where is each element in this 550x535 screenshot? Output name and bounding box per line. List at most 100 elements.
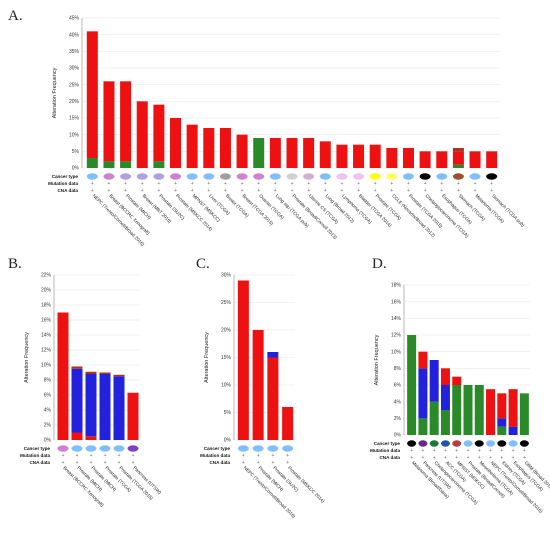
cancer-type-dot — [452, 173, 464, 180]
mutation-data-mark: + — [478, 448, 481, 453]
bar-segment — [85, 371, 97, 374]
cna-data-mark: + — [410, 455, 413, 460]
row-label: CNA data — [57, 188, 78, 193]
panel-label: B. — [8, 256, 22, 272]
cancer-type-dot — [486, 173, 498, 180]
panel-label: C. — [196, 256, 210, 272]
cna-data-mark: + — [478, 455, 481, 460]
panel-d: D. 0% 2% 4% 6% 8% 10% 12% 14% 16% 18% Alteration Fr… — [370, 256, 550, 514]
bar-segment — [103, 161, 115, 168]
cancer-type-dot — [153, 173, 165, 180]
cancer-type-dot — [136, 173, 148, 180]
category-label: Lymphoma (TCGA) — [341, 193, 373, 225]
row-label: Mutation data — [20, 453, 50, 458]
y-tick-label: 35% — [69, 49, 80, 55]
mutation-data-mark: + — [357, 181, 360, 186]
category-label: Melanoma (TCGA) — [474, 193, 505, 224]
y-tick-label: 10% — [69, 132, 80, 138]
mutation-data-mark: + — [455, 448, 458, 453]
mutation-data-mark: + — [523, 448, 526, 453]
bar-segment — [269, 138, 281, 168]
mutation-data-mark: + — [390, 181, 393, 186]
cna-data-mark: + — [421, 455, 424, 460]
bar-segment — [99, 374, 111, 440]
cna-data-mark: + — [91, 188, 94, 193]
y-tick-label: 2% — [394, 416, 402, 422]
y-tick-label: 6% — [44, 393, 52, 399]
bar-segment — [153, 161, 165, 168]
bar-segment — [519, 393, 529, 435]
category-label: Uterine CS (TCGA) — [308, 193, 340, 225]
cna-data-mark: + — [444, 455, 447, 460]
panel-label: D. — [372, 256, 387, 272]
cancer-type-dot — [418, 440, 428, 447]
bar-segment — [86, 158, 98, 168]
bar-segment — [170, 118, 182, 168]
row-label: Cancer type — [374, 441, 401, 446]
cancer-type-dot — [369, 173, 381, 180]
bar-segment — [113, 374, 125, 377]
cancer-type-dot — [353, 173, 365, 180]
cancer-type-dot — [236, 173, 248, 180]
cancer-type-dot — [286, 173, 298, 180]
bar-segment — [282, 407, 294, 440]
cna-data-mark: + — [207, 188, 210, 193]
cna-data-mark: + — [257, 188, 260, 193]
bar-segment — [267, 357, 279, 440]
bar-segment — [436, 151, 448, 168]
cna-data-mark: + — [433, 455, 436, 460]
cna-data-mark: + — [457, 188, 460, 193]
bar-segment — [267, 352, 279, 358]
mutation-data-mark: + — [407, 181, 410, 186]
cancer-type-dot — [440, 440, 450, 447]
cna-data-mark: + — [61, 460, 64, 465]
cancer-type-dot — [386, 173, 398, 180]
mutation-data-mark: + — [274, 181, 277, 186]
row-label: Mutation data — [370, 448, 400, 453]
cna-data-mark: + — [240, 188, 243, 193]
mutation-data-mark: + — [340, 181, 343, 186]
cna-data-mark: + — [75, 460, 78, 465]
bar-segment — [429, 360, 439, 402]
cancer-type-dot — [103, 173, 115, 180]
mutation-data-mark: + — [440, 181, 443, 186]
cna-data-mark: + — [256, 460, 259, 465]
cna-data-mark: + — [157, 188, 160, 193]
mutation-data-mark: + — [290, 181, 293, 186]
mutation-data-mark: + — [224, 181, 227, 186]
bar-segment — [452, 376, 462, 385]
y-tick-label: 10% — [391, 349, 402, 355]
y-tick-label: 12% — [41, 348, 52, 354]
y-tick-label: 12% — [391, 333, 402, 339]
mutation-data-mark: + — [457, 181, 460, 186]
y-axis-label: Alteration Frequency — [204, 332, 210, 383]
panel-label: A. — [8, 8, 23, 24]
bar-segment — [99, 372, 111, 374]
cna-data-mark: + — [274, 188, 277, 193]
cna-data-mark: + — [190, 188, 193, 193]
mutation-data-mark: + — [103, 453, 106, 458]
cna-data-mark: + — [174, 188, 177, 193]
y-tick-label: 5% — [72, 149, 80, 155]
panel-a: A. 0% 5% 10% 15% 20% 25% 30% 35% 40% 45% Alteration… — [8, 8, 526, 247]
y-tick-label: 10% — [41, 363, 52, 369]
cancer-type-dot — [402, 173, 414, 180]
bar-segment — [469, 151, 481, 168]
mutation-data-mark: + — [307, 181, 310, 186]
y-tick-label: 6% — [394, 383, 402, 389]
mutation-data-mark: + — [207, 181, 210, 186]
cna-data-mark: + — [374, 188, 377, 193]
cna-data-mark: + — [286, 460, 289, 465]
cancer-type-dot — [452, 440, 462, 447]
cna-data-mark: + — [131, 460, 134, 465]
mutation-data-mark: + — [256, 453, 259, 458]
mutation-data-mark: + — [421, 448, 424, 453]
bar-segment — [369, 144, 381, 168]
panel-b: B. 0% 2% 4% 6% 8% 10% 12% 14% 16% 18% 20% 22% Alterat… — [8, 256, 163, 508]
y-tick-label: 10% — [221, 383, 232, 389]
bar-segment — [386, 148, 398, 168]
mutation-data-mark: + — [490, 181, 493, 186]
cancer-type-dot — [419, 173, 431, 180]
bar-segment — [319, 141, 331, 168]
